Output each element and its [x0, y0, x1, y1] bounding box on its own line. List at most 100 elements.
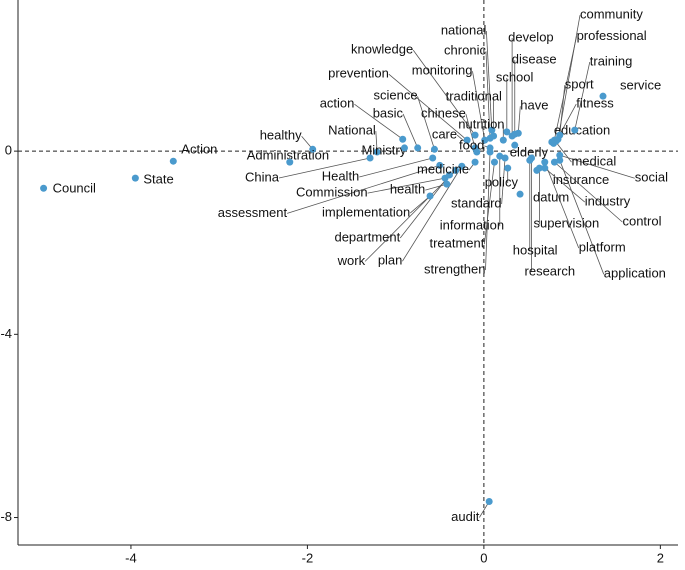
leader-line — [559, 154, 635, 179]
y-tick-label: 0 — [5, 143, 12, 158]
point-label: chronic — [444, 43, 486, 58]
point-label: supervision — [533, 216, 599, 231]
leader-line — [517, 106, 521, 134]
point-label: audit — [451, 509, 480, 524]
point — [426, 192, 434, 200]
point — [501, 154, 509, 162]
point — [499, 136, 507, 144]
leader-line — [367, 177, 446, 194]
point — [399, 135, 407, 143]
point — [366, 154, 374, 162]
point — [541, 158, 549, 166]
leader-line — [402, 166, 463, 262]
point — [430, 145, 438, 153]
point-label: education — [554, 122, 610, 137]
point-label: hospital — [513, 243, 558, 258]
point — [504, 164, 512, 172]
point-label: Health — [322, 168, 360, 183]
leader-line — [412, 49, 476, 136]
leader-line — [472, 71, 486, 141]
point-label: professional — [577, 28, 647, 43]
point-label: information — [440, 218, 504, 233]
point-label: work — [337, 253, 366, 268]
point-label: action — [320, 96, 355, 111]
point-label: fitness — [576, 95, 614, 110]
point — [414, 144, 422, 152]
leader-line — [278, 157, 371, 179]
point — [490, 132, 498, 140]
point-label: healthy — [260, 128, 302, 143]
point — [481, 136, 489, 144]
point — [503, 128, 511, 136]
point-label: school — [496, 69, 534, 84]
point-label: China — [245, 169, 280, 184]
point — [169, 157, 177, 165]
leader-line — [483, 162, 495, 245]
point-label: traditional — [446, 88, 502, 103]
leader-line — [485, 51, 491, 139]
point-label: chinese — [421, 105, 466, 120]
leader-line — [359, 157, 433, 178]
leader-line — [544, 167, 586, 203]
point — [286, 158, 294, 166]
point — [458, 162, 466, 170]
point-label: nutrition — [458, 117, 504, 132]
point-label: elderly — [510, 145, 549, 160]
point — [599, 92, 607, 100]
point-label: monitoring — [412, 63, 473, 78]
leader-line — [559, 160, 605, 275]
point — [443, 180, 451, 188]
point — [556, 151, 564, 159]
point — [485, 497, 493, 505]
point-label: medical — [571, 154, 616, 169]
point — [486, 148, 494, 156]
point — [471, 131, 479, 139]
point — [496, 152, 504, 160]
point — [514, 129, 522, 137]
point-label: Administration — [247, 148, 329, 163]
x-tick-label: -4 — [125, 550, 137, 565]
point-label: datum — [533, 190, 569, 205]
leader-line — [417, 96, 435, 150]
leader-line — [574, 61, 591, 131]
point — [471, 158, 479, 166]
point-label: care — [432, 126, 457, 141]
point — [554, 135, 562, 143]
point-label: State — [143, 172, 173, 187]
leader-line — [287, 164, 440, 214]
point-label: research — [525, 263, 576, 278]
leader-line — [388, 73, 468, 141]
point-label: Council — [53, 181, 96, 196]
leader-line — [465, 113, 476, 149]
point — [473, 148, 481, 156]
point-label: plan — [378, 253, 403, 268]
point-label: strengthen — [424, 261, 485, 276]
x-tick-label: 2 — [657, 550, 664, 565]
point-label: assessment — [218, 205, 288, 220]
point-label: platform — [579, 240, 626, 255]
point-label: have — [520, 98, 548, 113]
point — [445, 171, 453, 179]
point — [400, 144, 408, 152]
leader-line — [559, 85, 566, 136]
point-label: develop — [508, 29, 554, 44]
leader-line — [425, 183, 447, 191]
point-label: community — [580, 7, 643, 22]
point-label: control — [622, 214, 661, 229]
point-label: insurance — [553, 172, 609, 187]
point — [373, 148, 381, 156]
point-label: basic — [373, 105, 404, 120]
point-label: industry — [585, 194, 631, 209]
point-label: medicine — [417, 162, 469, 177]
point — [556, 156, 564, 164]
point-label: treatment — [429, 236, 484, 251]
point — [429, 154, 437, 162]
point-label: social — [635, 170, 668, 185]
point-label: science — [373, 88, 417, 103]
point-label: food — [459, 137, 484, 152]
point — [488, 126, 496, 134]
leader-line — [375, 131, 378, 153]
point-label: implementation — [322, 204, 410, 219]
point — [541, 164, 549, 172]
